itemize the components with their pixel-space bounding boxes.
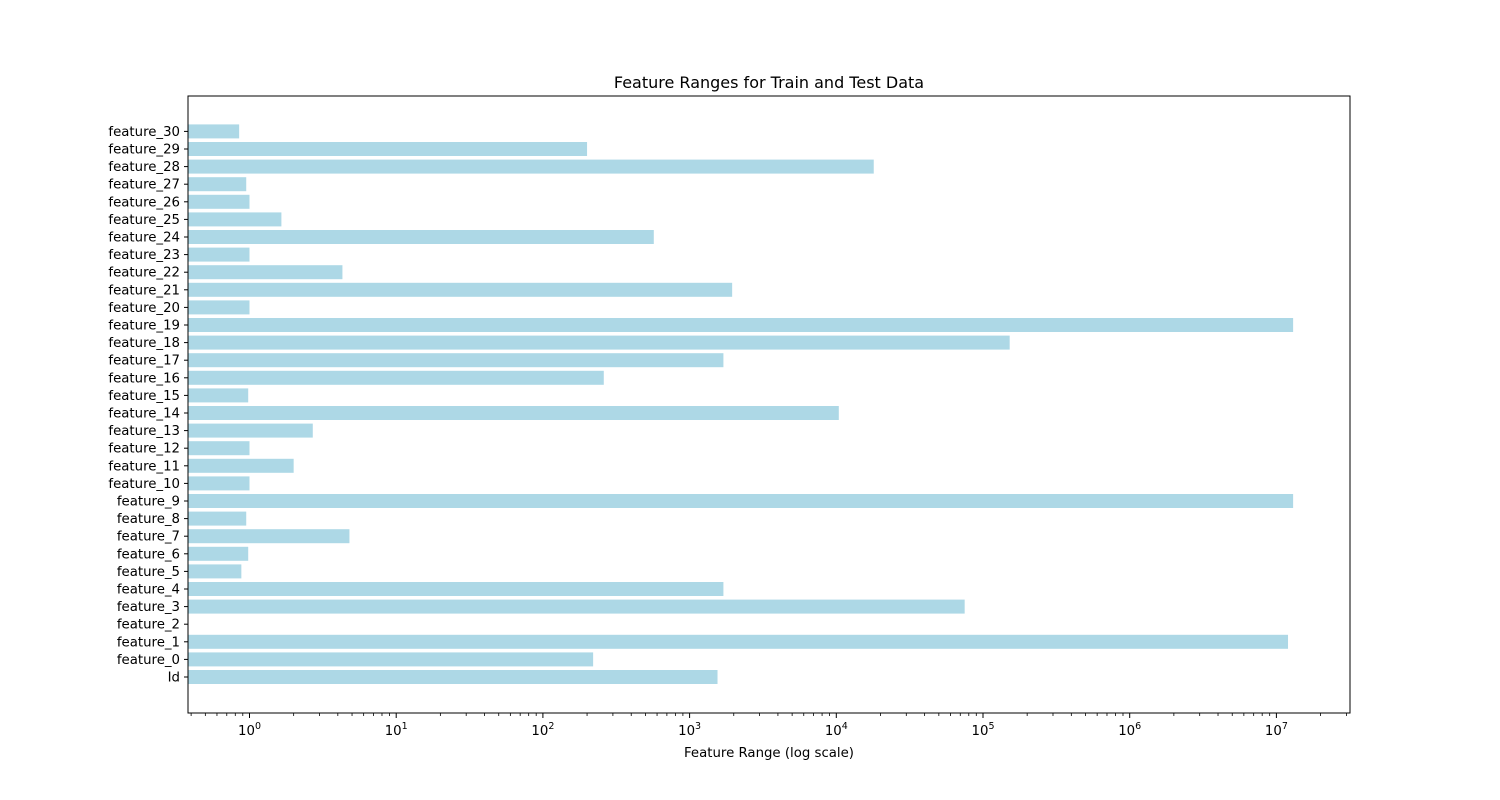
y-tick-label: feature_13 [108, 424, 180, 439]
y-tick-label: feature_10 [108, 477, 180, 492]
plot-frame [187, 95, 1351, 714]
y-tick-label: feature_0 [117, 653, 180, 668]
bar-feature-12 [188, 441, 250, 456]
bar-feature-15 [188, 388, 249, 403]
y-tick-label: feature_21 [108, 283, 180, 298]
y-tick-label: feature_30 [108, 125, 180, 140]
x-tick-label: 100 [238, 721, 261, 739]
y-tick-label: feature_12 [108, 442, 180, 457]
y-tick-label: feature_2 [117, 618, 180, 633]
y-tick-label: feature_3 [117, 600, 180, 615]
y-axis: Id feature_0 feature_1 feature_2 feature_3 fe… [108, 125, 188, 686]
y-tick-label: feature_23 [108, 248, 180, 263]
y-tick-label: feature_29 [108, 143, 180, 158]
bar-feature-3 [188, 599, 965, 614]
bar-feature-7 [188, 529, 350, 544]
bar-feature-13 [188, 423, 313, 438]
y-tick-label: feature_5 [117, 565, 180, 580]
bar-feature-18 [188, 335, 1010, 350]
y-tick-label: Id [168, 671, 180, 686]
y-tick-label: feature_11 [108, 459, 180, 474]
y-tick-label: feature_20 [108, 301, 180, 316]
bar-feature-23 [188, 247, 250, 262]
bar-feature-20 [188, 300, 250, 315]
y-tick-label: feature_8 [117, 512, 180, 527]
x-tick-label: 102 [531, 721, 554, 739]
y-tick-label: feature_17 [108, 354, 180, 369]
y-tick-label: feature_6 [117, 547, 180, 562]
x-tick-label: 101 [385, 721, 408, 739]
y-tick-label: feature_4 [117, 583, 180, 598]
x-tick-label: 106 [1118, 721, 1141, 739]
bar-feature-26 [188, 194, 250, 209]
y-tick-label: feature_7 [117, 530, 180, 545]
x-tick-label: 107 [1265, 721, 1288, 739]
bar-feature-19 [188, 318, 1294, 332]
bar-feature-28 [188, 159, 874, 174]
y-tick-label: feature_15 [108, 389, 180, 404]
y-tick-label: feature_1 [117, 635, 180, 650]
y-tick-label: feature_24 [108, 231, 180, 246]
y-tick-label: feature_26 [108, 195, 180, 210]
y-tick-label: feature_18 [108, 336, 180, 351]
y-tick-label: feature_22 [108, 266, 180, 281]
bar-feature-6 [188, 546, 249, 561]
y-tick-label: feature_9 [117, 495, 180, 510]
bar-feature-9 [188, 494, 1294, 508]
bar-feature-8 [188, 511, 247, 526]
x-tick-label: 104 [825, 721, 848, 739]
x-tick-label: 103 [678, 721, 701, 739]
x-axis-label: Feature Range (log scale) [684, 746, 854, 761]
bar-feature-30 [188, 124, 240, 139]
y-tick-label: feature_16 [108, 371, 180, 386]
bar-feature-0 [188, 652, 594, 667]
y-tick-label: feature_28 [108, 160, 180, 175]
bar-feature-4 [188, 582, 724, 596]
bar-feature-14 [188, 406, 839, 420]
bar-feature-17 [188, 353, 724, 368]
bar-feature-10 [188, 476, 250, 491]
y-tick-label: feature_25 [108, 213, 180, 228]
bar-feature-22 [188, 265, 343, 280]
x-axis: 100 101 102 103 104 105 106 107 [190, 713, 1347, 739]
bar-feature-5 [188, 564, 242, 579]
bar-feature-16 [188, 370, 604, 385]
bar-feature-27 [188, 177, 247, 192]
chart-title: Feature Ranges for Train and Test Data [614, 73, 924, 92]
bar-feature-21 [188, 282, 733, 297]
bar-feature-24 [188, 230, 654, 244]
y-tick-label: feature_14 [108, 407, 180, 422]
x-tick-label: 105 [972, 721, 995, 739]
bar-feature-25 [188, 212, 282, 227]
y-tick-label: feature_19 [108, 319, 180, 334]
bar-feature-29 [188, 142, 588, 156]
bars-layer [188, 124, 1294, 684]
bar-feature-11 [188, 458, 294, 473]
bar-id [188, 670, 718, 684]
bar-feature-1 [188, 634, 1289, 649]
y-tick-label: feature_27 [108, 178, 180, 193]
